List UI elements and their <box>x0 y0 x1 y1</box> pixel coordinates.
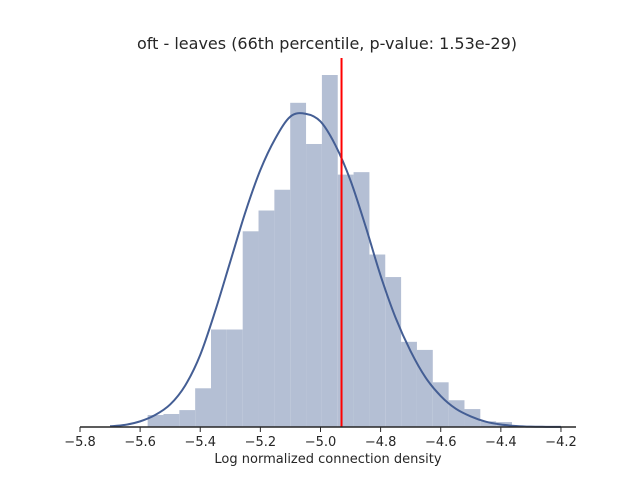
histogram-bar <box>353 172 370 427</box>
histogram-bar <box>226 329 243 427</box>
histogram-bar <box>179 410 196 427</box>
x-tick-label: −5.2 <box>245 435 277 450</box>
histogram-bar <box>321 75 338 427</box>
histogram-bar <box>306 143 322 428</box>
histogram-bar <box>163 413 180 427</box>
histogram-bar <box>258 210 275 427</box>
x-tick-label: −4.2 <box>545 435 577 450</box>
x-axis-label: Log normalized connection density <box>214 452 441 467</box>
histogram-bar <box>369 254 386 427</box>
histogram-bar <box>290 102 307 427</box>
x-tick-label: −5.4 <box>184 435 216 450</box>
x-tick-label: −4.6 <box>425 435 457 450</box>
x-tick-label: −5.0 <box>305 435 337 450</box>
x-ticks: −5.8 −5.6 −5.4 −5.2 −5.0 −4.8 −4.6 −4.4 −4.2 <box>64 427 577 450</box>
x-tick-label: −5.6 <box>124 435 156 450</box>
histogram-bar <box>337 174 354 427</box>
histogram-bar <box>147 415 164 427</box>
kde-curve <box>109 112 561 428</box>
chart-title: oft - leaves (66th percentile, p-value: … <box>137 34 517 53</box>
histogram-bar <box>211 329 227 427</box>
histogram-bar <box>432 382 449 427</box>
histogram-bar <box>385 277 402 427</box>
x-tick-label: −4.8 <box>365 435 397 450</box>
histogram-bar <box>242 231 259 427</box>
x-tick-label: −4.4 <box>485 435 517 450</box>
x-tick-label: −5.8 <box>64 435 96 450</box>
histogram-bar <box>401 341 417 427</box>
histogram-bar <box>274 189 291 427</box>
histogram-bars <box>147 75 512 428</box>
histogram-bar <box>416 349 433 427</box>
histogram-bar <box>195 388 211 427</box>
histogram-bar <box>480 421 497 427</box>
